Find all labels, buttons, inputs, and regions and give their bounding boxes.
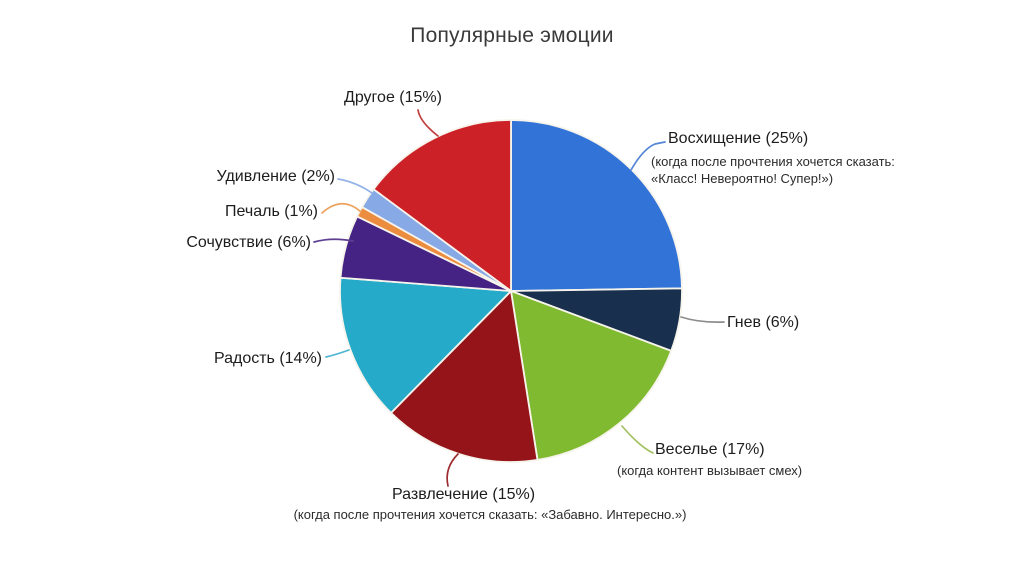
leader-lines	[313, 109, 725, 487]
label-pechal: Печаль (1%)	[225, 203, 318, 220]
label-veselye: Веселье (17%)	[655, 441, 765, 458]
sublabel-voshishenie: (когда после прочтения хочется сказать: …	[651, 154, 895, 186]
leader-line-2	[621, 425, 654, 454]
leader-line-1	[680, 316, 725, 323]
pie-slice-8	[372, 119, 512, 292]
leader-line-3	[446, 453, 459, 487]
pie-slice-0	[510, 119, 683, 292]
pie-slice-4	[339, 276, 512, 414]
label-voshishenie: Восхищение (25%)	[668, 130, 809, 147]
leader-line-8	[417, 109, 439, 137]
label-sochuvstvie: Сочувствие (6%)	[186, 234, 311, 251]
label-radost: Радость (14%)	[213, 350, 322, 367]
sublabel-razvlechenie: (когда после прочтения хочется сказать: …	[293, 507, 687, 522]
pie-slice-2	[510, 290, 673, 461]
label-razvlechenie: Развлечение (15%)	[392, 486, 536, 503]
label-udivlenie: Удивление (2%)	[216, 168, 335, 185]
leader-line-7	[337, 178, 373, 194]
sublabel-veselye: (когда контент вызывает смех)	[617, 463, 803, 478]
leader-line-0	[630, 141, 666, 171]
leader-line-4	[325, 349, 350, 358]
label-gnev: Гнев (6%)	[727, 314, 800, 331]
leader-line-6	[321, 202, 362, 214]
chart-title: Популярные эмоции	[410, 24, 614, 47]
label-drugoe: Другое (15%)	[344, 89, 442, 106]
pie-slices	[339, 119, 683, 463]
leader-line-5	[313, 238, 354, 243]
